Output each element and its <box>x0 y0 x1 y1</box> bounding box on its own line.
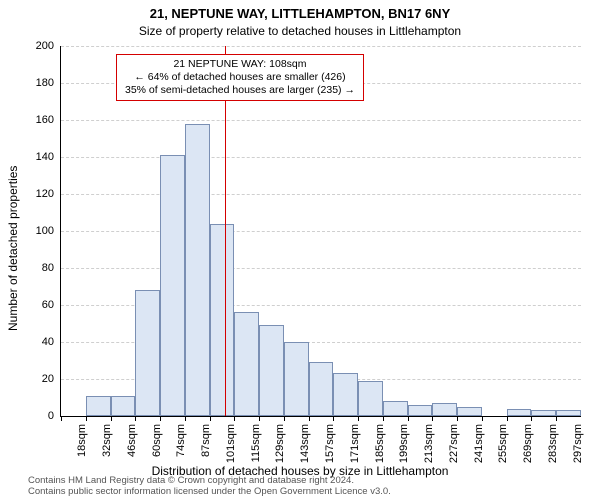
x-tick <box>284 416 285 421</box>
histogram-bar <box>210 224 235 416</box>
histogram-bar <box>457 407 482 416</box>
callout-line1: 21 NEPTUNE WAY: 108sqm <box>125 58 355 71</box>
histogram-bar <box>358 381 383 416</box>
y-tick-label: 80 <box>16 262 54 274</box>
gridline <box>61 46 581 47</box>
x-tick <box>160 416 161 421</box>
histogram-bar <box>259 325 284 416</box>
x-tick <box>507 416 508 421</box>
x-tick-label: 32sqm <box>101 424 113 484</box>
histogram-bar <box>185 124 210 416</box>
x-tick <box>135 416 136 421</box>
x-tick <box>556 416 557 421</box>
histogram-bar <box>135 290 160 416</box>
y-tick-label: 60 <box>16 299 54 311</box>
x-tick <box>61 416 62 421</box>
x-tick-label: 18sqm <box>76 424 88 484</box>
property-marker-line <box>225 46 226 416</box>
x-tick-label: 171sqm <box>349 424 361 484</box>
x-tick-label: 46sqm <box>126 424 138 484</box>
histogram-bar <box>284 342 309 416</box>
histogram-bar <box>86 396 111 416</box>
gridline <box>61 231 581 232</box>
x-tick-label: 297sqm <box>572 424 584 484</box>
x-tick-label: 227sqm <box>448 424 460 484</box>
x-tick-label: 213sqm <box>423 424 435 484</box>
x-tick <box>531 416 532 421</box>
x-tick <box>383 416 384 421</box>
x-tick <box>185 416 186 421</box>
y-tick-label: 20 <box>16 373 54 385</box>
x-tick <box>259 416 260 421</box>
x-tick-label: 199sqm <box>398 424 410 484</box>
histogram-bar <box>432 403 457 416</box>
x-tick <box>432 416 433 421</box>
x-tick-label: 269sqm <box>522 424 534 484</box>
gridline <box>61 120 581 121</box>
x-tick-label: 185sqm <box>374 424 386 484</box>
x-tick <box>210 416 211 421</box>
histogram-bar <box>383 401 408 416</box>
x-tick <box>408 416 409 421</box>
histogram-bar <box>333 373 358 416</box>
x-tick <box>309 416 310 421</box>
property-callout: 21 NEPTUNE WAY: 108sqm← 64% of detached … <box>116 54 364 101</box>
x-tick <box>111 416 112 421</box>
histogram-bar <box>556 410 581 416</box>
y-tick-label: 40 <box>16 336 54 348</box>
histogram-bar <box>507 409 532 416</box>
y-tick-label: 160 <box>16 114 54 126</box>
x-tick-label: 143sqm <box>299 424 311 484</box>
x-tick-label: 101sqm <box>225 424 237 484</box>
x-tick-label: 115sqm <box>250 424 262 484</box>
x-tick-label: 255sqm <box>497 424 509 484</box>
y-tick-label: 120 <box>16 188 54 200</box>
y-tick-label: 0 <box>16 410 54 422</box>
y-tick-label: 200 <box>16 40 54 52</box>
chart-title-line1: 21, NEPTUNE WAY, LITTLEHAMPTON, BN17 6NY <box>0 6 600 21</box>
y-tick-label: 180 <box>16 77 54 89</box>
y-tick-label: 140 <box>16 151 54 163</box>
histogram-bar <box>160 155 185 416</box>
x-tick-label: 74sqm <box>175 424 187 484</box>
histogram-bar <box>234 312 259 416</box>
histogram-bar <box>111 396 136 416</box>
x-tick <box>234 416 235 421</box>
gridline <box>61 157 581 158</box>
x-tick <box>457 416 458 421</box>
x-tick-label: 241sqm <box>473 424 485 484</box>
histogram-bar <box>309 362 334 416</box>
histogram-bar <box>408 405 433 416</box>
histogram-plot-area: 21 NEPTUNE WAY: 108sqm← 64% of detached … <box>60 46 581 417</box>
chart-title-line2: Size of property relative to detached ho… <box>0 24 600 38</box>
callout-line2: ← 64% of detached houses are smaller (42… <box>125 71 355 84</box>
x-tick-label: 283sqm <box>547 424 559 484</box>
x-tick <box>333 416 334 421</box>
x-tick-label: 129sqm <box>274 424 286 484</box>
footer-line2: Contains public sector information licen… <box>28 487 391 498</box>
gridline <box>61 194 581 195</box>
gridline <box>61 268 581 269</box>
x-tick-label: 60sqm <box>151 424 163 484</box>
y-tick-label: 100 <box>16 225 54 237</box>
histogram-bar <box>531 410 556 416</box>
x-tick <box>358 416 359 421</box>
x-tick-label: 157sqm <box>324 424 336 484</box>
x-tick-label: 87sqm <box>200 424 212 484</box>
x-tick <box>86 416 87 421</box>
callout-line3: 35% of semi-detached houses are larger (… <box>125 84 355 97</box>
x-tick <box>482 416 483 421</box>
